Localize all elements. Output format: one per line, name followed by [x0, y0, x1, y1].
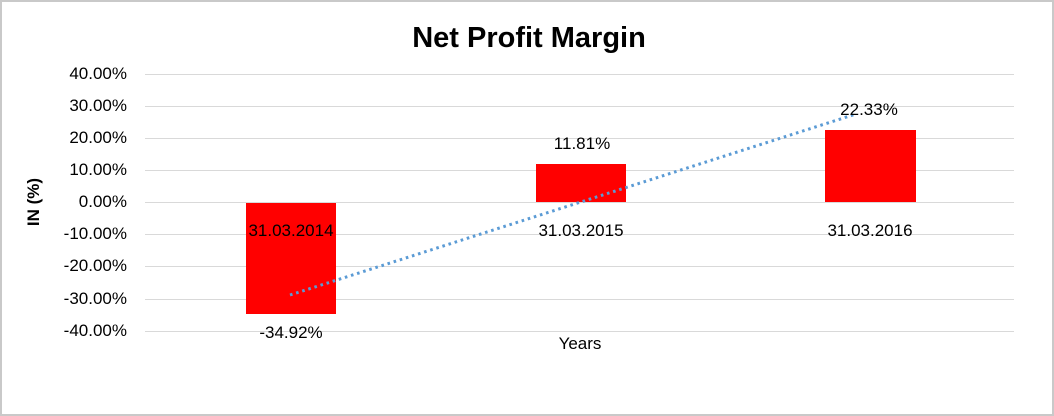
y-tick-label: 0.00% [78, 192, 127, 211]
data-label-2015: 11.81% [553, 134, 611, 153]
y-tick-label: 20.00% [69, 128, 127, 147]
bar-2016 [825, 130, 916, 202]
gridline-30 [145, 106, 1014, 107]
y-tick-label: -40.00% [63, 321, 127, 340]
bar-2015 [536, 164, 626, 202]
y-tick-label: -30.00% [63, 289, 127, 308]
y-tick-label: 30.00% [69, 96, 127, 115]
category-label-2014: 31.03.2014 [248, 221, 334, 240]
y-tick-label: -10.00% [63, 224, 127, 243]
category-label-2016: 31.03.2016 [827, 221, 913, 240]
gridline-neg30 [145, 299, 1014, 300]
gridline-40 [145, 74, 1014, 75]
x-axis-title: Years [558, 334, 602, 353]
bar-2014 [246, 203, 336, 314]
y-tick-label: -20.00% [63, 256, 127, 275]
chart-title: Net Profit Margin [412, 22, 646, 54]
data-label-2014: -34.92% [259, 323, 323, 342]
y-tick-label: 10.00% [69, 160, 127, 179]
y-tick-label: 40.00% [69, 64, 127, 83]
gridline-neg40 [145, 331, 1014, 332]
data-label-2016: 22.33% [840, 100, 898, 119]
category-label-2015: 31.03.2015 [538, 221, 624, 240]
